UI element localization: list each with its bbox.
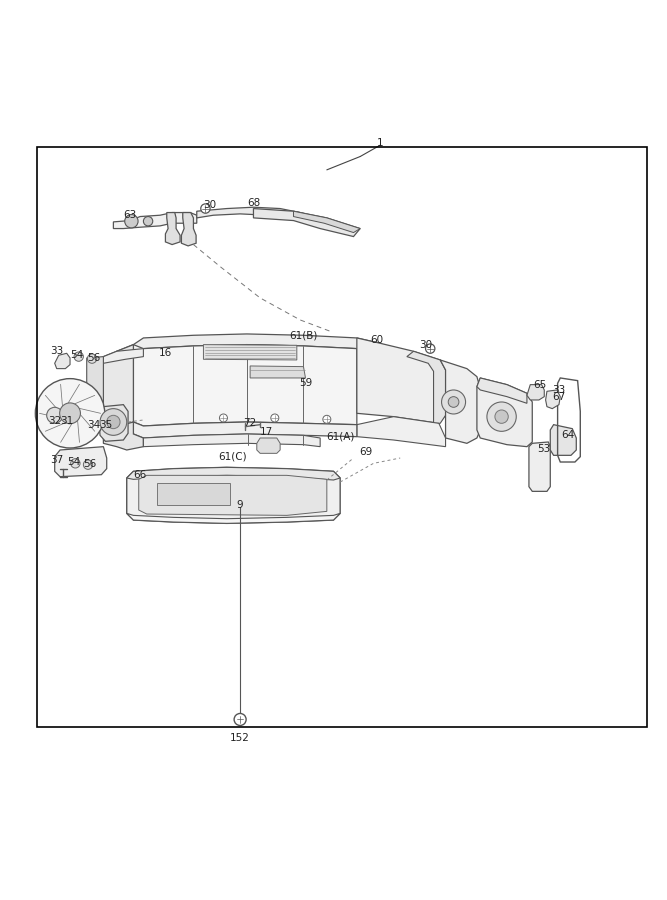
Text: 16: 16	[159, 348, 172, 358]
Text: 72: 72	[243, 418, 257, 428]
Polygon shape	[99, 405, 128, 441]
Polygon shape	[165, 212, 180, 245]
Circle shape	[143, 217, 153, 226]
Polygon shape	[103, 422, 143, 450]
Circle shape	[83, 460, 93, 469]
Circle shape	[74, 352, 83, 361]
Polygon shape	[55, 446, 107, 477]
Polygon shape	[440, 360, 480, 444]
Text: 31: 31	[60, 417, 73, 427]
Text: 66: 66	[133, 471, 147, 481]
Polygon shape	[477, 378, 532, 446]
Circle shape	[71, 459, 80, 468]
Circle shape	[219, 414, 227, 422]
Circle shape	[59, 403, 81, 424]
Polygon shape	[477, 378, 527, 403]
Circle shape	[426, 344, 435, 354]
Circle shape	[487, 402, 516, 431]
Text: 64: 64	[562, 430, 575, 440]
Polygon shape	[181, 212, 196, 246]
Text: 54: 54	[67, 457, 80, 467]
Polygon shape	[127, 467, 340, 480]
Circle shape	[448, 397, 459, 408]
Polygon shape	[157, 483, 230, 505]
Circle shape	[87, 354, 97, 364]
Text: 53: 53	[537, 444, 550, 454]
Polygon shape	[139, 475, 327, 516]
Text: 152: 152	[230, 734, 250, 743]
Text: 54: 54	[70, 349, 83, 360]
Circle shape	[125, 214, 138, 228]
Polygon shape	[203, 345, 297, 360]
Polygon shape	[127, 513, 340, 524]
Text: 34: 34	[87, 420, 100, 430]
Circle shape	[100, 409, 127, 436]
Circle shape	[35, 379, 105, 448]
Polygon shape	[527, 384, 544, 400]
Text: 35: 35	[99, 420, 112, 430]
Text: 9: 9	[237, 500, 243, 509]
Text: 33: 33	[50, 346, 63, 356]
Text: 63: 63	[123, 211, 137, 220]
Polygon shape	[87, 356, 103, 433]
Text: 59: 59	[299, 378, 312, 388]
Polygon shape	[546, 390, 560, 409]
Text: 68: 68	[247, 198, 260, 208]
Polygon shape	[293, 212, 360, 232]
Text: 69: 69	[359, 447, 372, 457]
Polygon shape	[197, 207, 320, 223]
Text: 17: 17	[260, 427, 273, 437]
Polygon shape	[143, 434, 320, 446]
Text: 60: 60	[370, 335, 384, 345]
Polygon shape	[133, 345, 357, 426]
Circle shape	[495, 410, 508, 423]
Polygon shape	[127, 467, 340, 524]
Text: 30: 30	[203, 200, 217, 210]
Bar	[37, 147, 647, 727]
Polygon shape	[133, 422, 357, 438]
Polygon shape	[253, 209, 360, 237]
Polygon shape	[117, 345, 133, 427]
Text: 56: 56	[87, 353, 100, 363]
Text: 67: 67	[552, 392, 566, 401]
Circle shape	[107, 415, 120, 428]
Polygon shape	[133, 334, 394, 358]
Polygon shape	[250, 366, 305, 378]
Text: 30: 30	[419, 339, 432, 349]
Polygon shape	[103, 348, 143, 364]
Polygon shape	[357, 417, 446, 446]
Polygon shape	[550, 425, 576, 455]
Text: 56: 56	[83, 459, 97, 469]
Polygon shape	[529, 442, 550, 491]
Polygon shape	[55, 354, 70, 369]
Text: 37: 37	[50, 455, 63, 465]
Circle shape	[442, 390, 466, 414]
Polygon shape	[103, 345, 133, 430]
Text: 65: 65	[534, 381, 547, 391]
Circle shape	[271, 414, 279, 422]
Circle shape	[234, 714, 246, 725]
Text: 1: 1	[377, 139, 384, 148]
Polygon shape	[357, 338, 446, 423]
Circle shape	[47, 408, 63, 423]
Text: 61(C): 61(C)	[218, 452, 246, 462]
Circle shape	[323, 415, 331, 423]
Text: 61(B): 61(B)	[289, 330, 317, 340]
Polygon shape	[257, 438, 280, 454]
Text: 61(A): 61(A)	[326, 432, 354, 442]
Polygon shape	[113, 212, 197, 229]
Polygon shape	[407, 351, 446, 423]
Text: 33: 33	[552, 385, 566, 395]
Text: 32: 32	[48, 417, 61, 427]
Circle shape	[201, 204, 210, 213]
